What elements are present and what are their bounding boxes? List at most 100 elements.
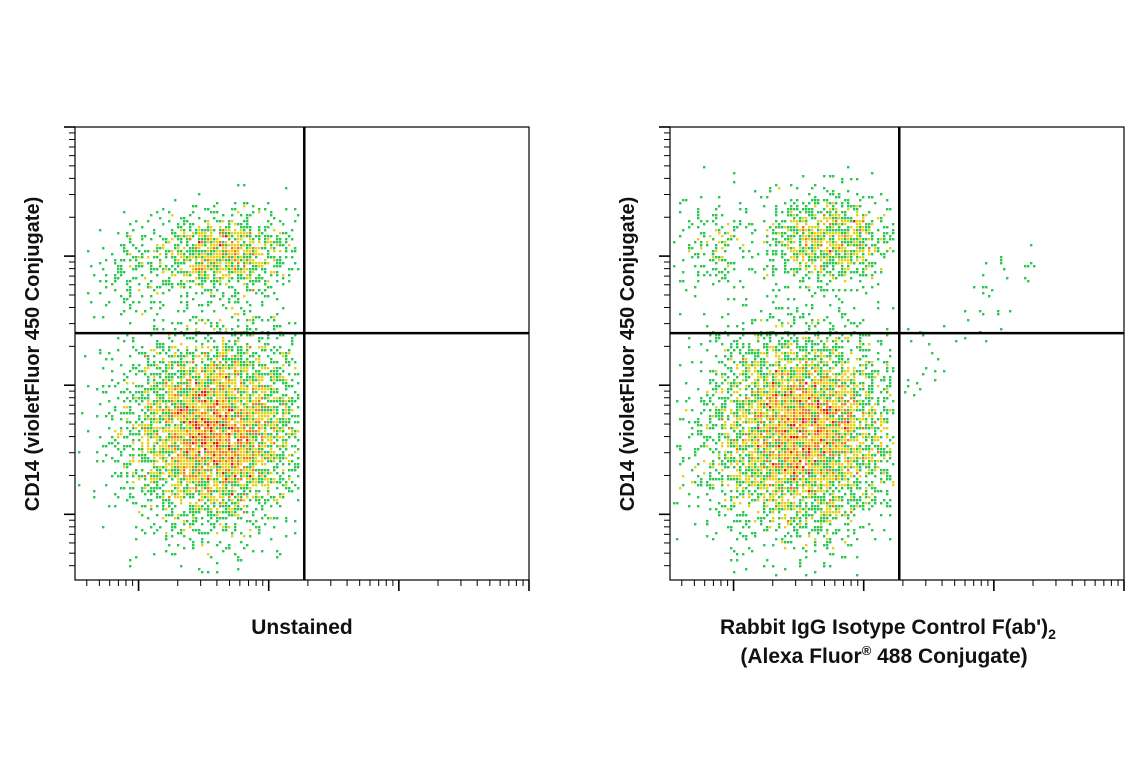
event-dot [273,265,276,268]
event-dot [249,271,252,274]
event-dot [225,268,228,271]
event-dot [883,253,886,256]
event-dot [150,265,153,268]
event-dot [258,289,261,292]
event-dot [228,478,231,481]
event-dot [177,235,180,238]
event-dot [685,199,688,202]
event-dot [228,469,231,472]
event-dot [267,424,270,427]
event-dot [204,412,207,415]
event-dot [237,442,240,445]
event-dot [177,460,180,463]
event-dot [225,508,228,511]
event-dot [841,364,844,367]
event-dot [856,247,859,250]
event-dot [207,493,210,496]
event-dot [180,343,183,346]
event-dot [288,433,291,436]
event-dot [826,232,829,235]
event-dot [174,445,177,448]
event-dot [832,325,835,328]
event-dot [973,286,976,289]
event-dot [213,388,216,391]
event-dot [682,259,685,262]
event-dot [240,247,243,250]
event-dot [240,496,243,499]
event-dot [712,238,715,241]
event-dot [168,418,171,421]
event-dot [754,361,757,364]
event-dot [246,394,249,397]
event-dot [126,475,129,478]
event-dot [264,412,267,415]
event-dot [153,436,156,439]
event-dot [799,361,802,364]
event-dot [270,412,273,415]
event-dot [258,355,261,358]
event-dot [282,496,285,499]
event-dot [856,205,859,208]
event-dot [802,250,805,253]
event-dot [189,394,192,397]
event-dot [138,475,141,478]
event-dot [742,379,745,382]
event-dot [159,436,162,439]
event-dot [763,388,766,391]
event-dot [847,319,850,322]
event-dot [234,370,237,373]
event-dot [186,301,189,304]
event-dot [213,211,216,214]
event-dot [255,508,258,511]
event-dot [180,412,183,415]
event-dot [213,514,216,517]
event-dot [201,472,204,475]
event-dot [246,412,249,415]
event-dot [165,403,168,406]
event-dot [246,388,249,391]
event-dot [192,544,195,547]
event-dot [261,304,264,307]
event-dot [240,430,243,433]
event-dot [144,433,147,436]
event-dot [240,379,243,382]
event-dot [820,373,823,376]
event-dot [222,349,225,352]
event-dot [261,262,264,265]
event-dot [718,229,721,232]
event-dot [261,424,264,427]
event-dot [790,199,793,202]
event-dot [258,379,261,382]
event-dot [273,424,276,427]
event-dot [249,238,252,241]
event-dot [249,436,252,439]
event-dot [886,226,889,229]
event-dot [700,361,703,364]
event-dot [204,442,207,445]
event-dot [928,343,931,346]
event-dot [111,457,114,460]
event-dot [883,235,886,238]
event-dot [252,400,255,403]
event-dot [204,448,207,451]
event-dot [189,379,192,382]
event-dot [123,247,126,250]
event-dot [153,268,156,271]
event-dot [757,352,760,355]
event-dot [231,511,234,514]
event-dot [237,481,240,484]
event-dot [192,253,195,256]
event-dot [853,229,856,232]
event-dot [264,502,267,505]
event-dot [790,313,793,316]
event-dot [255,463,258,466]
event-dot [264,469,267,472]
event-dot [745,367,748,370]
event-dot [105,358,108,361]
event-dot [258,253,261,256]
event-dot [201,571,204,574]
event-dot [210,370,213,373]
event-dot [195,370,198,373]
event-dot [228,427,231,430]
event-dot [216,388,219,391]
